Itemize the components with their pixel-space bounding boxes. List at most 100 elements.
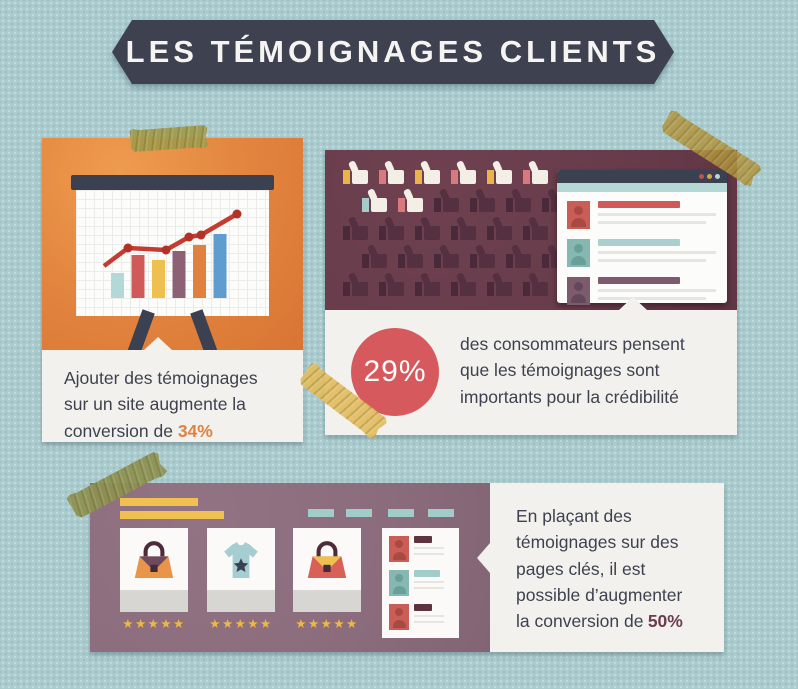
thumbs-grid <box>343 161 603 301</box>
notch-up-icon <box>619 297 647 310</box>
thumb-cuff <box>470 198 477 212</box>
thumb-up-icon <box>487 217 516 242</box>
thumb-cuff <box>542 198 549 212</box>
caption-text: Ajouter des témoignages sur un site augm… <box>64 365 293 444</box>
shop-page-illustration: ★★★★★ ★★★★★ ★★★★★ <box>90 483 490 652</box>
review-entry <box>389 570 452 596</box>
card-pages-caption: En plaçant des témoignages sur des pages… <box>477 483 724 652</box>
thumb-up-icon <box>379 273 408 298</box>
thumb-up-icon <box>523 161 552 186</box>
thumb-hand <box>352 170 368 184</box>
thumb-up-icon <box>470 245 499 270</box>
thumb-cuff <box>379 282 386 296</box>
thumb-cuff <box>487 282 494 296</box>
product-card <box>293 528 361 612</box>
avatar <box>389 604 409 630</box>
browser-titlebar <box>557 170 727 183</box>
handbag-icon <box>134 541 174 578</box>
product-card <box>207 528 275 612</box>
card-credibility: 29% des consommateurs pensent que les té… <box>325 150 737 435</box>
text-line <box>414 553 444 555</box>
testimonial-entry <box>567 201 717 229</box>
thumb-up-icon <box>379 217 408 242</box>
thumb-cuff <box>451 170 458 184</box>
text-line <box>598 259 706 262</box>
notch-left-icon <box>477 543 490 573</box>
thumb-hand <box>424 282 440 296</box>
thumb-hand <box>460 282 476 296</box>
thumb-hand <box>479 254 495 268</box>
thumb-cuff <box>343 170 350 184</box>
avatar <box>567 239 590 267</box>
thumb-hand <box>515 198 531 212</box>
thumb-cuff <box>506 198 513 212</box>
thumb-cuff <box>487 226 494 240</box>
thumb-up-icon <box>434 245 463 270</box>
thumb-hand <box>443 198 459 212</box>
thumb-hand <box>532 282 548 296</box>
thumb-cuff <box>343 226 350 240</box>
testimonial-entry <box>567 239 717 267</box>
thumb-up-icon <box>523 273 552 298</box>
caption-highlight: 50% <box>647 611 683 631</box>
text-line <box>414 587 444 589</box>
thumb-hand <box>388 170 404 184</box>
thumb-cuff <box>506 254 513 268</box>
thumb-hand <box>479 198 495 212</box>
browser-dot-icon <box>699 174 704 179</box>
thumb-up-icon <box>470 189 499 214</box>
stat-badge: 29% <box>351 328 439 416</box>
thumb-cuff <box>523 226 530 240</box>
thumb-cuff <box>398 254 405 268</box>
thumb-up-icon <box>451 217 480 242</box>
testimonial-content <box>598 277 716 305</box>
avatar <box>567 201 590 229</box>
card-conversion: Ajouter des témoignages sur un site augm… <box>42 138 303 442</box>
thumb-cuff <box>362 254 369 268</box>
caption-body: Ajouter des témoignages sur un site augm… <box>64 368 258 441</box>
thumb-hand <box>532 226 548 240</box>
thumb-hand <box>424 170 440 184</box>
text-line <box>598 221 706 224</box>
card-pages: ★★★★★ ★★★★★ ★★★★★ En plaçant des témoign… <box>90 483 724 652</box>
thumb-up-icon <box>487 273 516 298</box>
title-ribbon: LES TÉMOIGNAGES CLIENTS <box>112 20 674 84</box>
text-line <box>414 547 444 549</box>
browser-dot-icon <box>715 174 720 179</box>
shop-nav-item <box>346 509 372 517</box>
thumb-up-icon <box>415 161 444 186</box>
shop-logo-bar <box>120 498 198 506</box>
thumb-hand <box>496 282 512 296</box>
thumb-hand <box>460 170 476 184</box>
text-line <box>598 297 706 300</box>
tshirt-icon <box>224 542 258 578</box>
thumb-cuff <box>362 198 369 212</box>
thumb-up-icon <box>398 245 427 270</box>
caption-highlight: 34% <box>177 420 213 441</box>
thumb-cuff <box>523 282 530 296</box>
thumb-hand <box>460 226 476 240</box>
thumb-up-icon <box>506 189 535 214</box>
thumb-hand <box>515 254 531 268</box>
text-line <box>598 213 716 216</box>
card-conversion-illustration <box>42 138 303 359</box>
review-title-bar <box>414 536 432 543</box>
thumb-cuff <box>343 282 350 296</box>
thumb-cuff <box>379 170 386 184</box>
text-line <box>414 581 444 583</box>
browser-dot-icon <box>707 174 712 179</box>
thumb-row <box>343 161 593 186</box>
page-title: LES TÉMOIGNAGES CLIENTS <box>112 20 674 84</box>
shop-nav-item <box>308 509 334 517</box>
thumb-hand <box>388 226 404 240</box>
thumb-hand <box>407 254 423 268</box>
avatar <box>389 570 409 596</box>
thumb-hand <box>496 170 512 184</box>
thumb-cuff <box>415 226 422 240</box>
caption-text: des consommateurs pensent que les témoig… <box>460 334 685 407</box>
thumb-up-icon <box>506 245 535 270</box>
avatar <box>567 277 590 305</box>
shop-nav-item <box>428 509 454 517</box>
thumb-cuff <box>470 254 477 268</box>
